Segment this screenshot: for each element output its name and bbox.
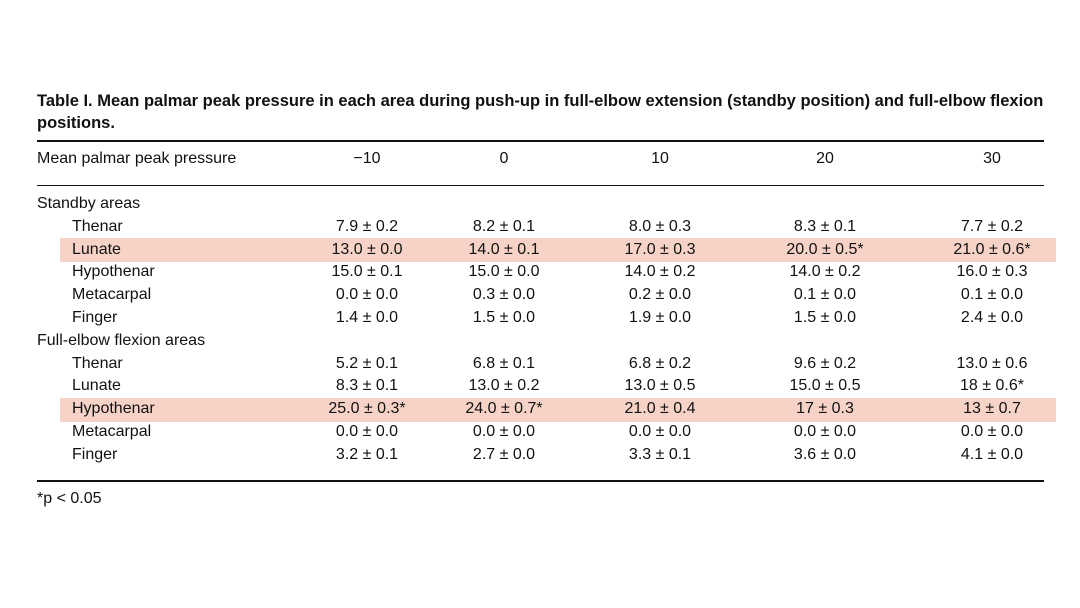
header-row: Mean palmar peak pressure −10 0 10 20 30 <box>37 147 1044 171</box>
table-row: Finger 1.4 ± 0.0 1.5 ± 0.0 1.9 ± 0.0 1.5 ± 0… <box>37 307 1044 330</box>
table-cell: 0.0 ± 0.0 <box>335 423 399 440</box>
row-label: Metacarpal <box>72 286 152 304</box>
table-cell: 7.9 ± 0.2 <box>335 217 399 235</box>
table-cell: 21.0 ± 0.6* <box>953 240 1031 258</box>
table-cell: 1.9 ± 0.0 <box>628 309 692 326</box>
table-cell: 6.8 ± 0.1 <box>472 354 536 372</box>
table-cell: 13 ± 0.7 <box>963 400 1021 418</box>
top-rule <box>37 140 1044 142</box>
table-cell: 0.3 ± 0.0 <box>472 286 536 304</box>
table-cell: 7.7 ± 0.2 <box>960 217 1024 235</box>
table-cell: 0.1 ± 0.0 <box>960 286 1024 304</box>
column-header-value: 0 <box>499 150 509 167</box>
row-label: Lunate <box>72 240 121 258</box>
table-cell: 1.4 ± 0.0 <box>335 309 399 326</box>
table-cell: 0.2 ± 0.0 <box>628 286 692 304</box>
table-cell: 1.5 ± 0.0 <box>472 309 536 326</box>
table-cell: 15.0 ± 0.0 <box>468 263 540 281</box>
table-row: Thenar 7.9 ± 0.2 8.2 ± 0.1 8.0 ± 0.3 8.3 ± 0… <box>37 216 1044 239</box>
table-cell: 13.0 ± 0.5 <box>624 377 696 395</box>
table-cell: 13.0 ± 0.2 <box>468 377 540 395</box>
row-label: Thenar <box>72 354 123 372</box>
table-caption: Table I. Mean palmar peak pressure in ea… <box>37 92 1044 132</box>
column-header-value: −10 <box>353 150 381 167</box>
table-cell: 17.0 ± 0.3 <box>624 240 696 258</box>
table-row: Lunate 8.3 ± 0.1 13.0 ± 0.2 13.0 ± 0.5 15.0 … <box>37 375 1044 398</box>
table-cell: 2.7 ± 0.0 <box>472 445 536 463</box>
table-cell: 3.2 ± 0.1 <box>335 445 399 463</box>
row-label: Hypothenar <box>72 400 155 418</box>
table-row: Thenar 5.2 ± 0.1 6.8 ± 0.1 6.8 ± 0.2 9.6 ± 0… <box>37 353 1044 376</box>
table-cell: 8.0 ± 0.3 <box>628 217 692 235</box>
column-header-value: 30 <box>983 150 1001 167</box>
table-cell: 6.8 ± 0.2 <box>628 354 692 372</box>
row-label: Lunate <box>72 377 121 395</box>
section-title: Full-elbow flexion areas <box>37 331 206 349</box>
table-cell: 5.2 ± 0.1 <box>335 354 399 372</box>
table-cell: 0.0 ± 0.0 <box>628 423 692 440</box>
table-cell: 8.3 ± 0.1 <box>793 217 857 235</box>
column-header-label: Mean palmar peak pressure <box>37 150 237 167</box>
table-cell: 0.1 ± 0.0 <box>793 286 857 304</box>
table-cell: 8.3 ± 0.1 <box>335 377 399 395</box>
section-row: Standby areas <box>37 193 1044 216</box>
table-cell: 2.4 ± 0.0 <box>960 309 1024 326</box>
table-cell: 13.0 ± 0.0 <box>331 240 403 258</box>
row-label: Finger <box>72 309 118 326</box>
table-row: Hypothenar 25.0 ± 0.3* 24.0 ± 0.7* 21.0 ± 0… <box>37 398 1044 421</box>
table-cell: 20.0 ± 0.5* <box>786 240 864 258</box>
header-rule <box>37 185 1044 186</box>
table-row: Metacarpal 0.0 ± 0.0 0.3 ± 0.0 0.2 ± 0.0 0.1… <box>37 284 1044 307</box>
section-title: Standby areas <box>37 195 141 212</box>
table-cell: 15.0 ± 0.5 <box>789 377 861 395</box>
table-cell: 15.0 ± 0.1 <box>331 263 403 281</box>
table-cell: 18 ± 0.6* <box>960 377 1024 395</box>
column-header-value: 20 <box>816 150 834 167</box>
table-cell: 25.0 ± 0.3* <box>328 400 406 418</box>
table-cell: 8.2 ± 0.1 <box>472 217 536 235</box>
table-cell: 13.0 ± 0.6 <box>956 354 1028 372</box>
section-row: Full-elbow flexion areas <box>37 330 1044 353</box>
table-cell: 0.0 ± 0.0 <box>335 286 399 304</box>
bottom-rule <box>37 480 1044 482</box>
table-cell: 14.0 ± 0.1 <box>468 240 540 258</box>
table-cell: 0.0 ± 0.0 <box>793 423 857 440</box>
table-row: Hypothenar 15.0 ± 0.1 15.0 ± 0.0 14.0 ± 0.2… <box>37 261 1044 284</box>
table-cell: 24.0 ± 0.7* <box>465 400 543 418</box>
table-cell: 16.0 ± 0.3 <box>956 263 1028 281</box>
table-row: Metacarpal 0.0 ± 0.0 0.0 ± 0.0 0.0 ± 0.0 0.0… <box>37 421 1044 444</box>
row-highlight <box>60 397 1056 422</box>
table-row: Finger 3.2 ± 0.1 2.7 ± 0.0 3.3 ± 0.1 3.6 ± 0… <box>37 444 1044 467</box>
table-cell: 14.0 ± 0.2 <box>789 263 861 281</box>
column-header-value: 10 <box>651 150 669 167</box>
table-cell: 0.0 ± 0.0 <box>472 423 536 440</box>
row-label: Metacarpal <box>72 423 152 440</box>
table-cell: 14.0 ± 0.2 <box>624 263 696 281</box>
row-label: Finger <box>72 445 118 463</box>
row-highlight <box>60 238 1056 262</box>
row-label: Thenar <box>72 217 123 235</box>
table-cell: 17 ± 0.3 <box>796 400 854 418</box>
table-row: Lunate 13.0 ± 0.0 14.0 ± 0.1 17.0 ± 0.3 20.0… <box>37 239 1044 262</box>
row-label: Hypothenar <box>72 263 155 281</box>
table-cell: 0.0 ± 0.0 <box>960 423 1024 440</box>
table-footnote: *p < 0.05 <box>37 490 102 507</box>
table-cell: 3.3 ± 0.1 <box>628 445 692 463</box>
table-cell: 4.1 ± 0.0 <box>960 445 1024 463</box>
table-cell: 21.0 ± 0.4 <box>624 400 696 418</box>
table-cell: 1.5 ± 0.0 <box>793 309 857 326</box>
table-cell: 3.6 ± 0.0 <box>793 445 857 463</box>
table-cell: 9.6 ± 0.2 <box>793 354 857 372</box>
